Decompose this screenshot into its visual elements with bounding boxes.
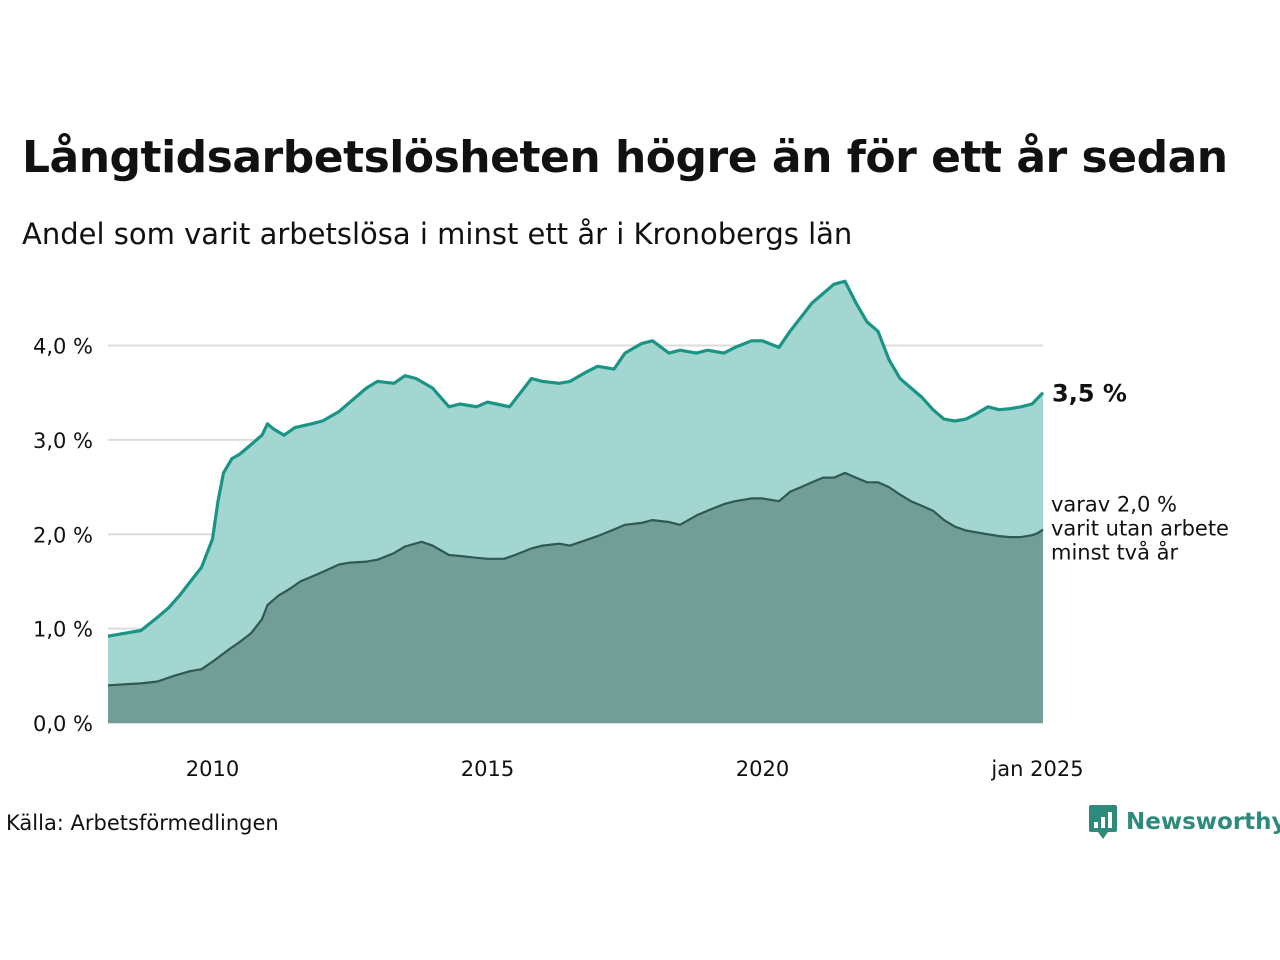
series-2-end-label-line: varav 2,0 % bbox=[1051, 493, 1177, 517]
x-tick-label: 2015 bbox=[461, 757, 514, 781]
series-2-area bbox=[108, 472, 1043, 723]
area-layer bbox=[107, 279, 1045, 723]
y-tick-label: 0,0 % bbox=[33, 712, 93, 736]
y-tick-label: 2,0 % bbox=[33, 523, 93, 547]
y-tick-label: 3,0 % bbox=[33, 429, 93, 453]
series-1-line bbox=[107, 279, 1045, 638]
x-tick-label: 2010 bbox=[186, 757, 239, 781]
source-note: Källa: Arbetsförmedlingen bbox=[6, 811, 279, 835]
series-2-line bbox=[107, 471, 1044, 687]
series-2-end-label-line: varit utan arbete bbox=[1051, 517, 1229, 541]
brand-logo: Newsworthy bbox=[1088, 804, 1280, 840]
axis-ticks: 0,0 % 1,0 % 2,0 % 3,0 % 4,0 % 2010 2015 2020 jan… bbox=[33, 335, 1084, 782]
series-1-end-label: 3,5 % bbox=[1052, 380, 1127, 408]
brand-name: Newsworthy bbox=[1126, 809, 1280, 835]
y-tick-label: 4,0 % bbox=[33, 335, 93, 359]
series-2-end-label-line: minst två år bbox=[1051, 540, 1179, 565]
chart-subtitle: Andel som varit arbetslösa i minst ett å… bbox=[22, 217, 853, 251]
newsworthy-logo-icon bbox=[1089, 805, 1117, 839]
x-tick-label: jan 2025 bbox=[990, 757, 1083, 781]
chart-title: Långtidsarbetslösheten högre än för ett … bbox=[22, 132, 1228, 183]
y-tick-label: 1,0 % bbox=[33, 618, 93, 642]
x-tick-label: 2020 bbox=[736, 757, 789, 781]
